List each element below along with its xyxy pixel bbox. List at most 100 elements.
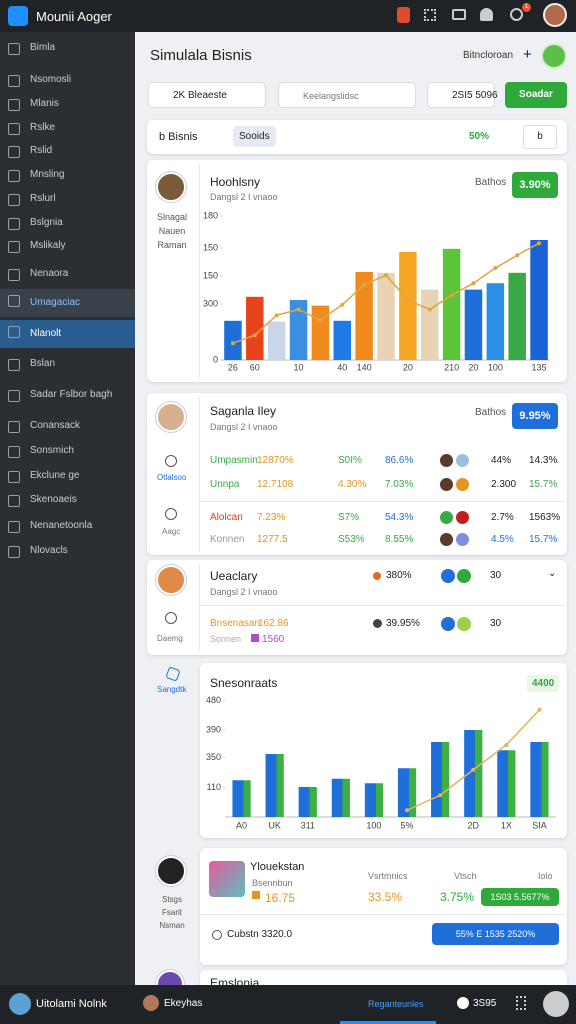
logo[interactable] <box>8 6 28 26</box>
side-label: Aagc <box>162 527 181 536</box>
profile-role: Bsennbun <box>252 878 293 888</box>
details-card <box>147 393 567 555</box>
y-tick-label: 350 <box>206 752 221 762</box>
trend-point <box>274 313 279 318</box>
sidebar-item[interactable]: Bslan <box>0 353 135 375</box>
x-tick-label: 40 <box>337 362 347 372</box>
settings-icon[interactable] <box>510 8 523 21</box>
sidebar-item[interactable]: Nsomosli <box>0 69 135 91</box>
sidebar-item[interactable]: Ekclune ge <box>0 465 135 487</box>
sidebar-item[interactable]: Bimla <box>0 37 135 59</box>
card-action[interactable]: Bathos <box>475 407 507 418</box>
contact-avatar[interactable] <box>143 995 159 1011</box>
page-title: Simulala Bisnis <box>150 47 252 64</box>
filter-dropdown[interactable]: Keelangslidsc <box>278 82 416 108</box>
sidebar-item[interactable]: Conansack <box>0 415 135 437</box>
menu-icon[interactable] <box>516 996 526 1010</box>
bar <box>431 742 450 817</box>
user-avatar[interactable] <box>541 43 567 69</box>
y-tick-label: 150 <box>203 270 218 280</box>
folder-icon[interactable] <box>452 9 466 20</box>
x-tick-label: 1X <box>501 820 512 830</box>
value: 380% <box>386 570 412 581</box>
sidebar-item[interactable]: Nlovacls <box>0 540 135 562</box>
table-cell: Konnen <box>210 534 245 545</box>
sidebar-item[interactable]: Mslikaly <box>0 235 135 257</box>
sidebar-item[interactable]: Mnsling <box>0 164 135 186</box>
search-button[interactable]: b <box>523 125 557 149</box>
search-box[interactable]: 2K Bleaeste <box>148 82 266 108</box>
count: 30 <box>490 570 502 581</box>
sidebar-item[interactable]: Sadar Fslbor bagh <box>0 384 135 406</box>
table-cell: 4.5% <box>491 534 514 545</box>
bar <box>224 320 242 360</box>
date-range[interactable]: 2SI5 5096 <box>427 82 498 108</box>
side-icon <box>165 666 181 682</box>
sidebar-item[interactable]: Sonsmich <box>0 440 135 462</box>
trend-point <box>438 793 443 798</box>
bar <box>508 272 526 360</box>
profile-line: Slnagal <box>156 212 188 222</box>
row-pct: 39.95% <box>386 618 420 629</box>
sidebar-item[interactable]: Rslke <box>0 117 135 139</box>
sidebar-item[interactable]: Nenaora <box>0 263 135 285</box>
x-tick-label: 140 <box>357 362 372 372</box>
card-title: Saganla Iley <box>210 404 277 418</box>
avatar[interactable] <box>543 3 567 27</box>
bar <box>442 248 461 360</box>
sidebar-item[interactable]: Umagaciac <box>0 289 135 317</box>
avatar[interactable] <box>543 991 569 1017</box>
icon <box>457 617 471 631</box>
trend-point <box>449 293 454 298</box>
active-tab[interactable]: Reganteunles <box>368 999 424 1009</box>
chevron[interactable]: ⌄ <box>548 568 557 579</box>
row-value: 162.86 <box>258 618 289 629</box>
table-cell: 2.300 <box>491 479 517 490</box>
profile-card <box>200 848 567 965</box>
sidebar-item[interactable]: Skenoaeis <box>0 489 135 511</box>
row-name: Bnsenasan <box>210 618 261 629</box>
avatar <box>156 402 186 432</box>
sidebar-item[interactable]: Rslurl <box>0 188 135 210</box>
card-action[interactable]: Bathos <box>475 177 507 188</box>
sidebar-item[interactable]: Rslid <box>0 140 135 162</box>
bar <box>497 750 516 817</box>
side-icon <box>165 612 177 624</box>
bar <box>464 289 483 360</box>
avatar[interactable] <box>9 993 31 1015</box>
row-code: 1560 <box>262 634 285 645</box>
trend-point <box>493 266 498 270</box>
primary-button[interactable]: Soadar <box>505 82 567 108</box>
user-icon[interactable] <box>480 8 493 21</box>
x-tick-label: 100 <box>488 362 503 372</box>
pill-button[interactable]: 55% E 1535 2520% <box>432 923 559 945</box>
contact-name: Ekeyhas <box>164 998 203 1009</box>
sidebar-item[interactable]: Mlanis <box>0 93 135 115</box>
bar <box>420 289 439 360</box>
sidebar-item[interactable]: Nlanolt <box>0 320 135 348</box>
row-icon <box>440 454 453 467</box>
row-divider <box>200 501 566 502</box>
card-title: Hoohlsny <box>210 175 261 189</box>
column-header: Vtsch <box>454 871 477 881</box>
table-cell: 12.7108 <box>257 479 294 490</box>
trend-point <box>471 767 476 772</box>
sidebar-item[interactable]: Bslgnia <box>0 212 135 234</box>
add-button[interactable]: + <box>523 46 532 63</box>
user-name: Uitolami Nolnk <box>36 998 107 1010</box>
sidebar-item[interactable]: Nenanetoonla <box>0 515 135 537</box>
tab[interactable]: b Bisnis <box>159 131 198 143</box>
table-cell: Alolcan <box>210 512 243 523</box>
value-button[interactable]: 1S03 5.5677% <box>481 888 559 906</box>
filter-text: Keelangslidsc <box>303 91 359 101</box>
notification-icon[interactable] <box>397 7 410 23</box>
column-header: Vsrtmnics <box>368 871 408 881</box>
tab[interactable]: Sooids <box>233 126 276 147</box>
bar <box>397 768 417 817</box>
side-icon <box>165 508 177 520</box>
footer-icon <box>212 930 222 940</box>
bar <box>364 783 384 817</box>
apps-icon[interactable] <box>424 9 436 21</box>
profile-line: Nsman <box>159 921 185 930</box>
